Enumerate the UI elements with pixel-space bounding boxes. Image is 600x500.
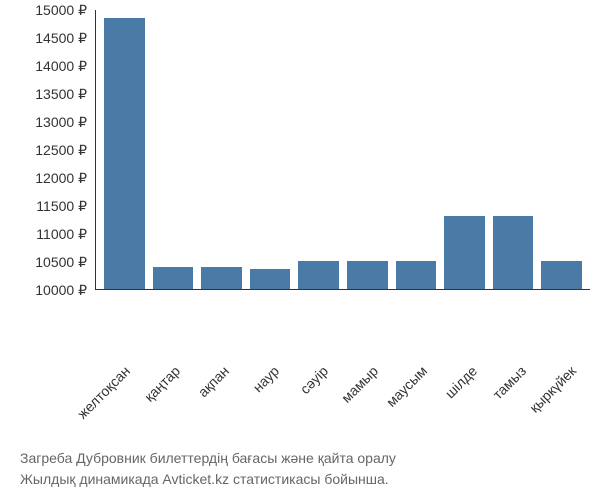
bar: [104, 18, 145, 289]
bar: [541, 261, 582, 289]
y-axis: 15000 ₽ 14500 ₽ 14000 ₽ 13500 ₽ 13000 ₽ …: [0, 10, 95, 290]
bar: [153, 267, 194, 289]
bar-chart: 15000 ₽ 14500 ₽ 14000 ₽ 13500 ₽ 13000 ₽ …: [0, 10, 590, 490]
bar: [396, 261, 437, 289]
bar: [444, 216, 485, 289]
chart-caption: Загреба Дубровник билеттердің бағасы жән…: [0, 438, 590, 490]
caption-line: Жылдық динамикада Avticket.kz статистика…: [20, 469, 590, 490]
bar: [250, 269, 291, 289]
x-axis: желтоқсан қаңтар ақпан наур сәуір мамыр …: [0, 348, 590, 438]
chart-area: 15000 ₽ 14500 ₽ 14000 ₽ 13500 ₽ 13000 ₽ …: [0, 10, 590, 344]
bar: [201, 267, 242, 289]
bar: [298, 261, 339, 289]
bar: [493, 216, 534, 289]
caption-line: Загреба Дубровник билеттердің бағасы жән…: [20, 448, 590, 469]
bar: [347, 261, 388, 289]
plot-area: [95, 10, 590, 290]
